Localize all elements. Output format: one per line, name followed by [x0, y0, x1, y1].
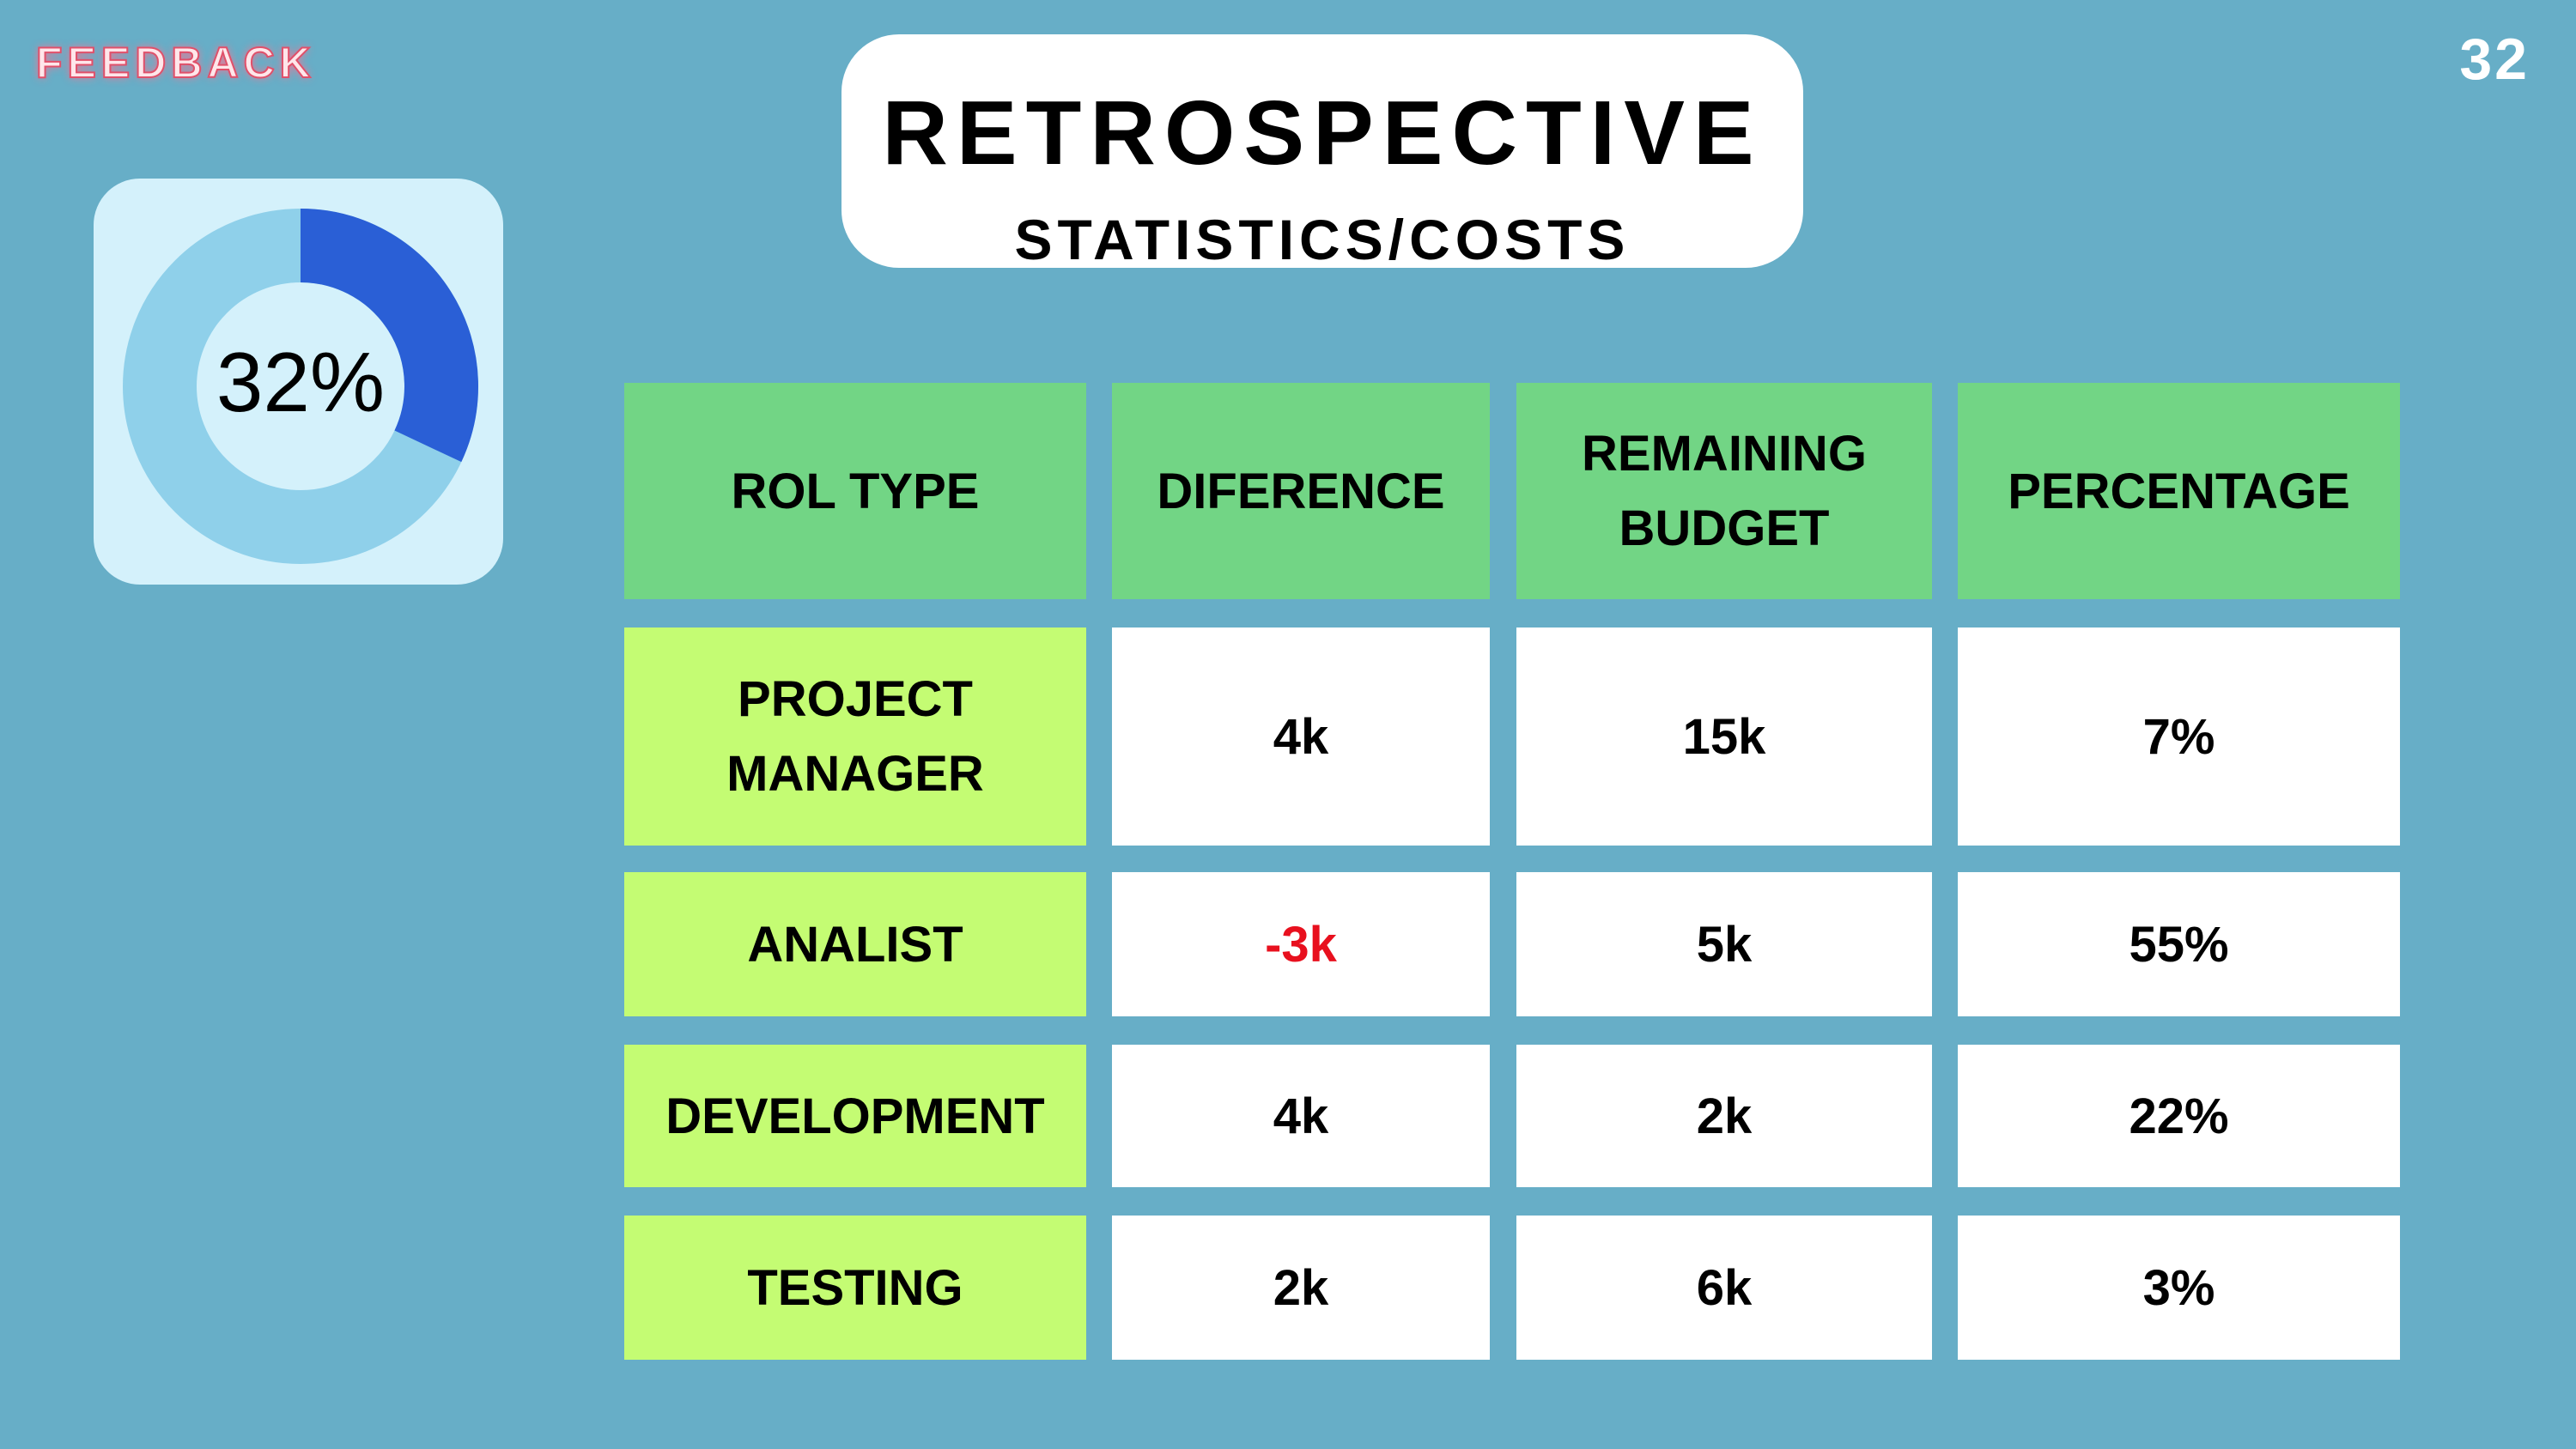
- table-cell: 7%: [1958, 627, 2400, 846]
- table-cell: 22%: [1958, 1045, 2400, 1187]
- donut-label: 32%: [216, 335, 385, 429]
- brand: FEEDBACK: [35, 38, 316, 88]
- donut-arc: [299, 209, 478, 463]
- donut-card: 32%: [94, 179, 503, 585]
- column-header: DIFERENCE: [1112, 383, 1490, 599]
- table-cell: DEVELOPMENT: [624, 1045, 1086, 1187]
- table-cell: 3%: [1958, 1216, 2400, 1360]
- table-cell: 15k: [1516, 627, 1932, 846]
- table-cell: 2k: [1112, 1216, 1490, 1360]
- table-cell: 5k: [1516, 872, 1932, 1016]
- page-number: 32: [2459, 27, 2530, 92]
- title-box: RETROSPECTIVE STATISTICS/COSTS: [841, 34, 1803, 268]
- table-cell: 6k: [1516, 1216, 1932, 1360]
- table-cell: 55%: [1958, 872, 2400, 1016]
- column-header: PERCENTAGE: [1958, 383, 2400, 599]
- table-cell: PROJECT MANAGER: [624, 627, 1086, 846]
- title: RETROSPECTIVE: [882, 82, 1763, 184]
- table-cell: TESTING: [624, 1216, 1086, 1360]
- table-cell: 2k: [1516, 1045, 1932, 1187]
- table-cell: -3k: [1112, 872, 1490, 1016]
- table-cell: 4k: [1112, 627, 1490, 846]
- table-cell: ANALIST: [624, 872, 1086, 1016]
- subtitle: STATISTICS/COSTS: [1014, 208, 1631, 271]
- column-header: REMAINING BUDGET: [1516, 383, 1932, 599]
- column-header: ROL TYPE: [624, 383, 1086, 599]
- donut-chart: 32%: [123, 209, 478, 564]
- table-cell: 4k: [1112, 1045, 1490, 1187]
